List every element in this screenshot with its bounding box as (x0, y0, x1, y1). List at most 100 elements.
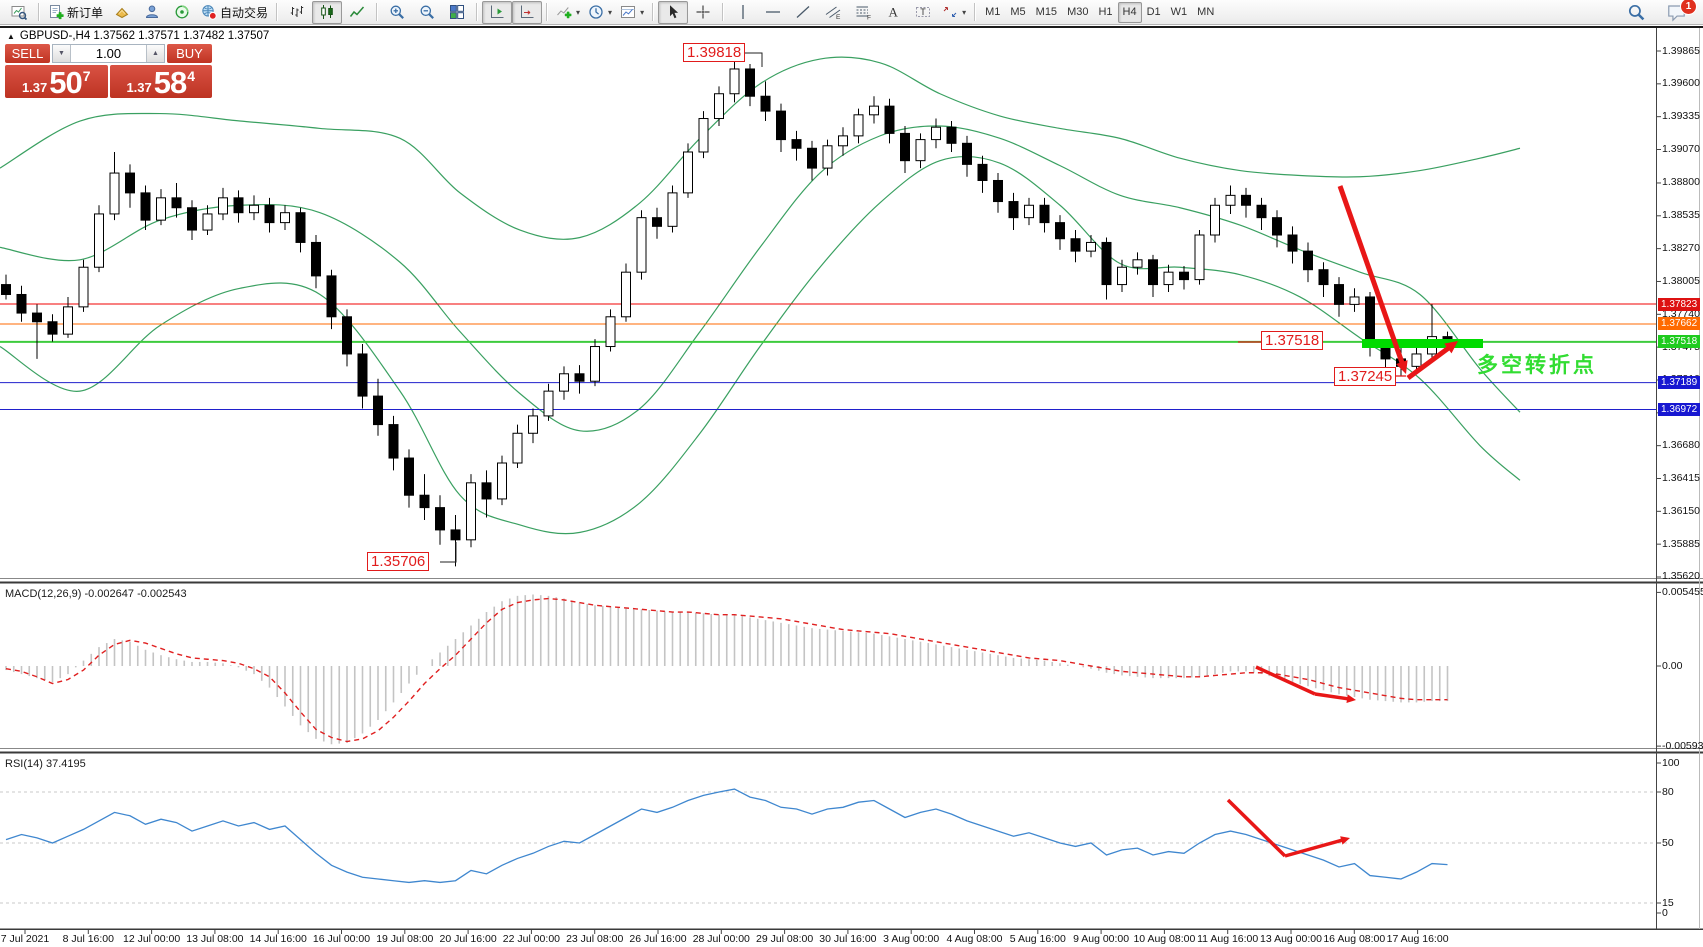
toolbar-button-gold[interactable] (107, 1, 137, 24)
trend-arrow[interactable] (1314, 692, 1351, 701)
toolbar-button-bar-chart[interactable] (282, 1, 312, 24)
chevron-down-icon: ▾ (962, 7, 967, 17)
timeframe-button-MN[interactable]: MN (1197, 6, 1215, 18)
toolbar-button-text[interactable]: A (878, 1, 908, 24)
bollinger-upper-band (0, 56, 1521, 240)
candle-body (264, 204, 275, 224)
candle-body (1349, 296, 1360, 305)
timeframe-button-W1[interactable]: W1 (1170, 6, 1188, 18)
chinese-annotation-text[interactable]: 多空转折点 (1477, 354, 1597, 377)
timeframe-button-D1[interactable]: D1 (1146, 6, 1161, 18)
timeframe-button-H4[interactable]: H4 (1117, 1, 1142, 23)
toolbar-button-trendline[interactable] (788, 1, 818, 24)
volume-value[interactable]: 1.00 (95, 46, 122, 61)
candle-body (233, 197, 244, 214)
pane-separator[interactable] (0, 581, 1703, 584)
candle-body (187, 207, 197, 231)
trend-arrow[interactable] (1255, 665, 1316, 696)
toolbar-button-channel[interactable]: E (818, 1, 848, 24)
sell-price-display[interactable]: 1.37 50 7 (5, 65, 108, 98)
candle-body (1380, 346, 1391, 360)
toolbar-button-candle-chart[interactable] (312, 0, 343, 24)
toolbar-button-line-chart[interactable] (342, 1, 372, 24)
auto-scroll-icon (519, 4, 535, 20)
toolbar-button-hline[interactable] (758, 1, 788, 24)
candle-body (295, 212, 306, 243)
toolbar-button-crosshair[interactable] (688, 1, 718, 24)
candle-body (202, 213, 213, 231)
toolbar-button-fibonacci[interactable]: F (848, 1, 878, 24)
toolbar-button-vline[interactable] (728, 1, 758, 24)
pane-separator[interactable] (0, 748, 1703, 749)
candle-body (807, 147, 817, 169)
toolbar-button-signal[interactable] (167, 1, 197, 24)
candle-body (63, 306, 73, 335)
volume-increase-button[interactable]: ▲ (146, 45, 164, 62)
candle-body (1256, 204, 1267, 219)
candle-chart-icon (319, 4, 335, 20)
toolbar-button-text-label[interactable]: T (908, 1, 938, 24)
candle-body (931, 126, 941, 141)
toolbar-button-community-user[interactable] (137, 1, 167, 24)
candle-body (1318, 269, 1329, 286)
trend-arrow[interactable] (1337, 185, 1406, 368)
candle-body (218, 197, 228, 215)
toolbar-button-chart-window[interactable] (4, 1, 34, 24)
trend-arrow[interactable] (1284, 837, 1346, 858)
pane-separator[interactable] (0, 578, 1703, 579)
toolbar-button-arrows[interactable]: ▾ (938, 1, 970, 24)
bollinger-middle-band (0, 125, 1521, 432)
volume-stepper[interactable]: ▼ 1.00 ▲ (52, 44, 165, 63)
toolbar-button-shift-end[interactable] (482, 0, 513, 24)
toolbar-button-periods[interactable]: ▾ (584, 1, 616, 24)
toolbar-button-tile-windows[interactable] (442, 1, 472, 24)
toolbar-button-templates[interactable]: ▾ (616, 1, 648, 24)
candle-body (47, 321, 58, 335)
toolbar-button-new-order[interactable]: 新订单 (44, 1, 107, 24)
sell-button[interactable]: SELL (5, 44, 50, 63)
candle-body (125, 172, 135, 194)
candle-body (574, 373, 585, 382)
trend-arrow[interactable] (1406, 343, 1454, 381)
candle-body (791, 139, 802, 149)
trend-arrow-head (1346, 694, 1356, 703)
timeframe-button-M5[interactable]: M5 (1010, 6, 1026, 18)
green-highlight-bar[interactable] (1362, 339, 1483, 348)
candle-body (1008, 201, 1019, 219)
toolbar: 新订单 自动交易 ▾ ▾ ▾ E F A T ▾ M1 M5 M15 M30 H1 H4 D1 W1 MN 1 (0, 0, 1703, 25)
timeframe-button-M15[interactable]: M15 (1035, 6, 1058, 18)
notifications-button[interactable]: 1 (1661, 0, 1697, 24)
buy-button[interactable]: BUY (167, 44, 212, 63)
candle-body (388, 424, 399, 459)
zoom-in-icon (389, 4, 405, 20)
collapse-panel-icon[interactable]: ▲ (7, 31, 15, 41)
trend-arrow[interactable] (1226, 798, 1287, 858)
toolbar-button-cursor[interactable] (658, 0, 689, 24)
sell-price-sup: 7 (82, 68, 91, 84)
toolbar-button-auto-scroll[interactable] (512, 0, 543, 24)
candle-body (1194, 234, 1205, 281)
toolbar-separator (546, 3, 549, 21)
candle-body (497, 462, 507, 500)
volume-decrease-button[interactable]: ▼ (53, 45, 71, 62)
trend-arrow-head (1444, 341, 1458, 354)
candle-body (714, 93, 724, 120)
trend-arrow-head (1396, 360, 1408, 374)
candle-body (466, 482, 476, 541)
pane-separator[interactable] (0, 751, 1703, 754)
candle-body (419, 494, 430, 509)
timeframe-button-H1[interactable]: H1 (1098, 6, 1113, 18)
buy-price-display[interactable]: 1.37 58 4 (109, 65, 212, 98)
toolbar-button-autotrade[interactable]: 自动交易 (197, 1, 272, 24)
gold-icon (114, 4, 130, 20)
toolbar-button-zoom-out[interactable] (412, 1, 442, 24)
bollinger-lower-band (0, 155, 1521, 535)
search-button[interactable] (1621, 1, 1651, 24)
toolbar-button-zoom-in[interactable] (382, 1, 412, 24)
timeframe-button-M30[interactable]: M30 (1067, 6, 1089, 18)
candle-body (993, 179, 1003, 203)
toolbar-button-indicators[interactable]: ▾ (552, 1, 584, 24)
timeframe-button-M1[interactable]: M1 (985, 6, 1001, 18)
